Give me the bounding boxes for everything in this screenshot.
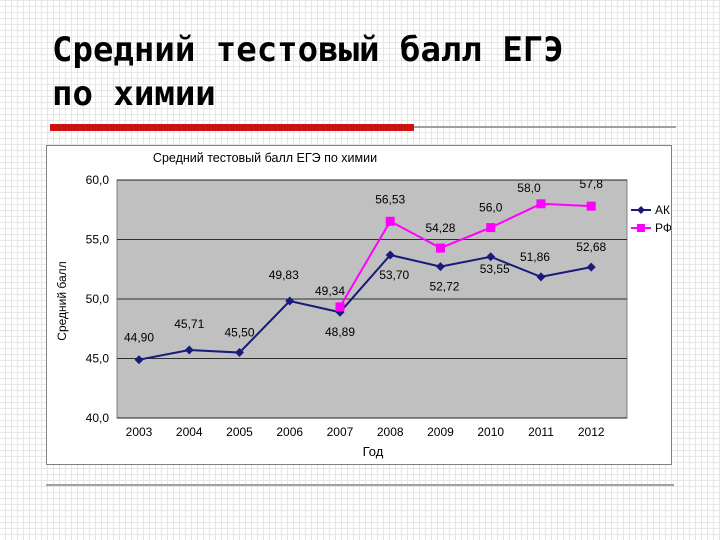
title-underline-grey	[414, 126, 676, 128]
data-label-rf: 56,0	[479, 201, 503, 215]
series-line-rf	[339, 202, 592, 308]
chart-title: Средний тестовый балл ЕГЭ по химии	[153, 151, 377, 165]
x-tick-label: 2010	[477, 425, 504, 439]
x-axis-title: Год	[363, 444, 384, 459]
grid-lines	[117, 179, 627, 419]
data-labels: 44,90 45,71 45,50 49,83 48,89 53,70 52,72 53,55…	[124, 177, 607, 345]
slide-title: Средний тестовый балл ЕГЭ по химии	[52, 28, 692, 116]
chart: Средний тестовый балл ЕГЭ по химии 40,04…	[55, 151, 672, 459]
data-label-rf: 58,0	[517, 181, 541, 195]
data-point-rf	[486, 223, 496, 233]
x-tick-label: 2006	[276, 425, 303, 439]
data-label-rf: 49,34	[315, 284, 345, 298]
data-point-rf	[536, 199, 546, 209]
legend-label-rf: РФ	[655, 221, 671, 235]
data-point-rf	[335, 302, 345, 312]
data-label-rf: 56,53	[375, 192, 405, 206]
x-tick-label: 2003	[126, 425, 153, 439]
data-point-ak	[134, 355, 144, 365]
legend-marker-ak	[637, 206, 645, 214]
data-label-ak: 48,89	[325, 325, 355, 339]
series-line-ak	[138, 253, 592, 361]
data-label-ak: 52,72	[429, 280, 459, 294]
data-label-rf: 57,8	[580, 177, 604, 191]
data-point-rf	[435, 243, 445, 253]
data-point-rf	[586, 201, 596, 211]
y-tick-label: 55,0	[86, 233, 110, 247]
data-label-ak: 52,68	[576, 240, 606, 254]
data-point-ak	[435, 262, 445, 272]
x-tick-label: 2008	[377, 425, 404, 439]
data-point-ak	[586, 262, 596, 272]
data-point-ak	[184, 345, 194, 355]
data-label-ak: 53,70	[379, 268, 409, 282]
x-tick-label: 2009	[427, 425, 454, 439]
x-tick-label: 2007	[327, 425, 354, 439]
legend-label-ak: АК	[655, 203, 670, 217]
x-tick-label: 2011	[528, 425, 554, 439]
data-point-ak	[285, 296, 295, 306]
bottom-divider	[46, 484, 674, 486]
series-lines	[134, 199, 596, 365]
y-tick-label: 45,0	[86, 352, 110, 366]
data-label-ak: 51,86	[520, 250, 550, 264]
data-point-ak	[335, 307, 345, 317]
legend: АК РФ	[631, 203, 672, 235]
data-label-rf: 54,28	[425, 221, 455, 235]
x-tick-label: 2005	[226, 425, 253, 439]
chart-frame: Средний тестовый балл ЕГЭ по химии 40,0 4…	[46, 145, 672, 465]
data-point-ak	[385, 250, 395, 260]
data-point-ak	[234, 348, 244, 358]
data-point-ak	[486, 252, 496, 262]
data-label-ak: 53,55	[480, 262, 510, 276]
data-point-ak	[536, 272, 546, 282]
slide-title-line-2: по химии	[52, 74, 216, 114]
x-tick-label: 2012	[578, 425, 605, 439]
y-axis-title: Средний балл	[55, 261, 69, 340]
data-label-ak: 44,90	[124, 331, 154, 345]
y-tick-label: 40,0	[86, 411, 110, 425]
data-label-ak: 49,83	[269, 268, 299, 282]
slide-title-line-1: Средний тестовый балл ЕГЭ	[52, 30, 564, 70]
y-tick-label: 50,0	[86, 292, 110, 306]
data-label-ak: 45,50	[224, 326, 254, 340]
y-tick-label: 60,0	[86, 173, 110, 187]
data-label-ak: 45,71	[174, 317, 204, 331]
data-point-rf	[385, 216, 395, 226]
legend-marker-rf	[637, 224, 645, 232]
axes: 40,0 45,0 50,0 55,0 60,0 2003 2004 2005 2006 2007…	[86, 173, 605, 439]
title-underline-red	[50, 124, 414, 131]
x-tick-label: 2004	[176, 425, 203, 439]
